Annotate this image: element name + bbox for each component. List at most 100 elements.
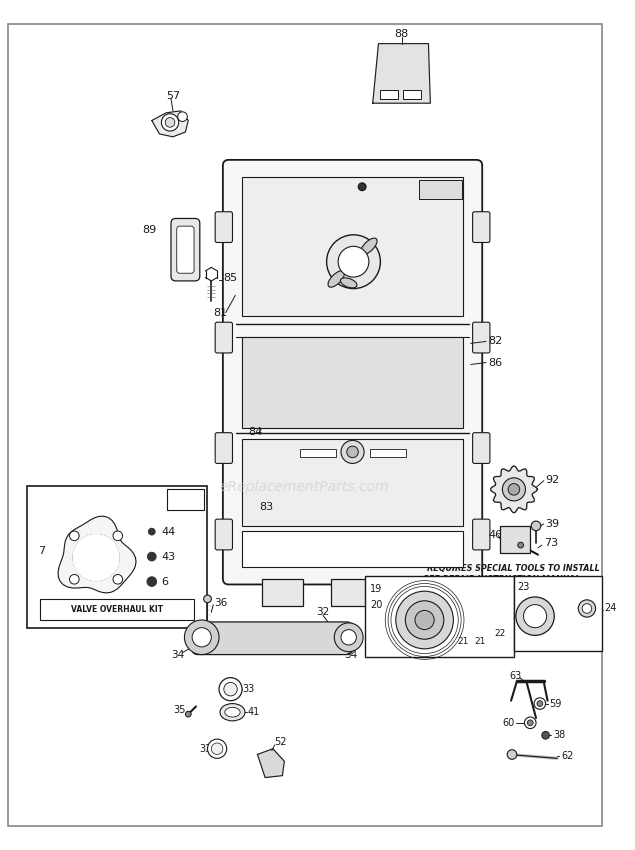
Text: 60: 60 [503,717,515,728]
Circle shape [113,575,123,584]
Bar [167,490,204,511]
Circle shape [147,552,156,561]
Text: 59: 59 [549,699,562,709]
Text: 83: 83 [259,502,274,512]
Text: *REQUIRES SPECIAL TOOLS TO INSTALL
SEE REPAIR INSTRUCTION MANUAL.: *REQUIRES SPECIAL TOOLS TO INSTALL SEE R… [423,564,599,584]
Polygon shape [73,535,119,581]
Text: 23: 23 [517,582,529,592]
Bar [242,177,463,316]
Text: 32: 32 [316,607,330,617]
Text: 34: 34 [171,649,184,660]
Text: eReplacementParts.com: eReplacementParts.com [220,480,389,495]
Bar [514,575,603,651]
Text: 73: 73 [544,538,558,548]
Text: 38: 38 [553,730,566,740]
Circle shape [542,732,549,740]
FancyBboxPatch shape [177,226,194,273]
Text: 84: 84 [248,427,262,437]
Circle shape [508,484,519,495]
Text: 46: 46 [488,530,502,541]
Circle shape [396,592,453,649]
Text: 44: 44 [161,527,176,536]
Text: 24: 24 [605,604,617,614]
Ellipse shape [328,271,344,287]
Bar [262,579,303,605]
FancyBboxPatch shape [472,433,490,463]
Text: 19: 19 [370,584,382,594]
Circle shape [192,627,211,647]
Bar [409,579,450,605]
Bar [41,599,194,620]
Bar [500,526,530,552]
Text: 34: 34 [344,649,357,660]
Text: 7: 7 [39,546,46,556]
Circle shape [69,575,79,584]
Circle shape [219,677,242,700]
Circle shape [534,698,545,710]
Text: VALVE OVERHAUL KIT: VALVE OVERHAUL KIT [71,605,163,614]
Circle shape [537,700,543,706]
Polygon shape [257,749,284,778]
Circle shape [149,528,155,535]
Text: 63: 63 [509,671,521,681]
Bar [242,530,463,567]
Bar [242,439,463,526]
FancyBboxPatch shape [171,218,200,280]
Bar [331,579,371,605]
Text: 36: 36 [214,598,227,608]
Text: 57: 57 [166,90,180,100]
Bar [365,575,514,657]
Ellipse shape [225,707,240,717]
Circle shape [341,630,356,645]
Text: 89: 89 [142,225,156,235]
FancyBboxPatch shape [215,322,232,353]
Ellipse shape [361,238,377,254]
Text: 6: 6 [161,576,168,586]
Bar [380,90,398,99]
Polygon shape [491,466,537,513]
FancyBboxPatch shape [223,160,482,585]
FancyBboxPatch shape [215,433,232,463]
Bar [370,449,406,456]
Text: 52: 52 [274,737,286,747]
Circle shape [528,720,533,726]
Circle shape [326,235,380,289]
Text: 86: 86 [488,358,502,367]
Circle shape [113,531,123,541]
Circle shape [211,743,223,755]
Polygon shape [58,516,136,593]
Circle shape [69,531,79,541]
Circle shape [178,112,187,122]
Circle shape [358,183,366,190]
Circle shape [523,604,547,627]
Text: 98: 98 [176,495,189,505]
Bar [419,180,462,199]
Bar [403,90,421,99]
Circle shape [507,750,517,759]
Circle shape [334,623,363,652]
Text: 82: 82 [488,337,502,347]
Polygon shape [152,110,189,137]
Text: 39: 39 [545,519,559,529]
Circle shape [185,711,191,717]
FancyBboxPatch shape [472,322,490,353]
Circle shape [582,604,592,614]
Circle shape [208,740,227,758]
Text: 35: 35 [173,706,185,716]
Circle shape [415,610,434,630]
Bar [242,337,463,428]
Circle shape [341,440,364,463]
Text: 33: 33 [200,744,212,754]
Bar [27,485,208,627]
Text: 92: 92 [545,475,560,484]
Polygon shape [373,43,431,103]
Circle shape [338,246,369,277]
Text: 21: 21 [474,637,486,646]
FancyBboxPatch shape [472,212,490,242]
Circle shape [405,601,444,639]
Circle shape [184,620,219,654]
Text: 85: 85 [223,273,237,283]
FancyBboxPatch shape [192,622,352,654]
Circle shape [525,717,536,728]
Circle shape [518,542,523,548]
